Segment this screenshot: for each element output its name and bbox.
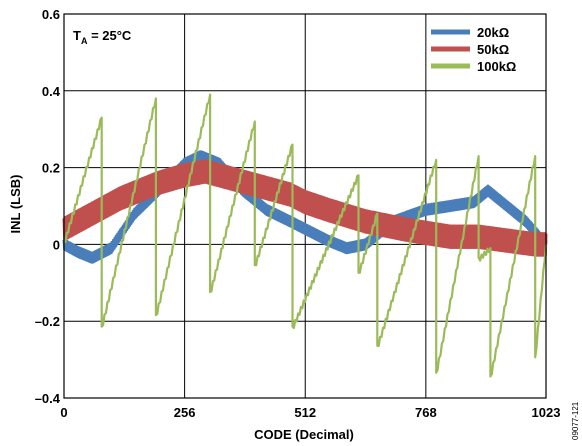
legend-label: 100kΩ: [477, 59, 516, 74]
legend-label: 50kΩ: [477, 42, 509, 57]
y-axis-title: INL (LSB): [8, 175, 23, 234]
x-tick-label: 1023: [532, 405, 561, 420]
y-tick-label: 0.2: [42, 161, 60, 176]
y-tick-label: –0.4: [35, 391, 61, 406]
y-tick-label: 0: [53, 237, 60, 252]
x-tick-labels: 0 256 512 768 1023: [60, 405, 560, 420]
legend: 20kΩ 50kΩ 100kΩ: [431, 25, 516, 74]
y-tick-label: 0.4: [42, 84, 61, 99]
y-tick-label: 0.6: [42, 7, 60, 22]
annotation-subscript: A: [81, 36, 88, 46]
plot-frame: [63, 13, 547, 399]
temperature-annotation: TA = 25°C: [73, 28, 132, 46]
series-line: [63, 93, 548, 378]
legend-label: 20kΩ: [477, 25, 509, 40]
series-line: [62, 150, 548, 264]
x-tick-label: 512: [294, 405, 316, 420]
series-layer: [62, 93, 548, 378]
grid-lines: [64, 14, 546, 398]
series-line: [62, 159, 548, 257]
annotation-rest: = 25°C: [87, 28, 131, 43]
x-tick-label: 256: [174, 405, 196, 420]
y-tick-label: –0.2: [35, 314, 60, 329]
svg-text:TA = 25°C: TA = 25°C: [73, 28, 132, 46]
x-tick-label: 768: [415, 405, 437, 420]
annotation-main: T: [73, 28, 81, 43]
x-tick-label: 0: [60, 405, 67, 420]
figure-id: 09077-121: [571, 401, 580, 440]
y-tick-labels: –0.4 –0.2 0 0.2 0.4 0.6: [35, 7, 61, 406]
x-axis-title: CODE (Decimal): [254, 427, 354, 442]
